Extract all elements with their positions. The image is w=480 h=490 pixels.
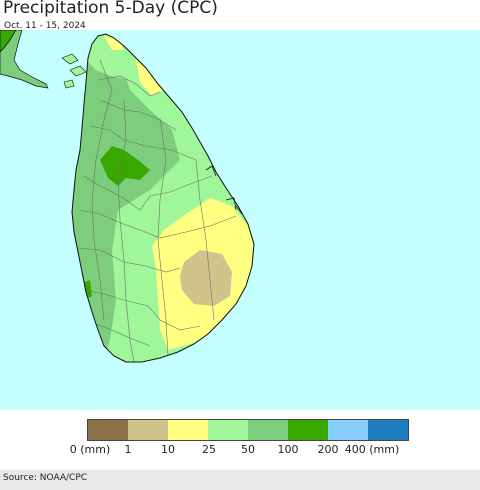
- district-boundaries: [77, 59, 237, 362]
- eastern-coast-notches: [205, 165, 243, 215]
- legend-swatch: [248, 420, 288, 440]
- legend-tick: 200: [317, 443, 339, 456]
- india-coast-land: [0, 30, 49, 89]
- map-date-range: Oct. 11 - 15, 2024: [4, 21, 86, 31]
- legend-swatch: [168, 420, 208, 440]
- legend-swatch: [328, 420, 368, 440]
- legend-tick: 10: [161, 443, 175, 456]
- legend-tick: 25: [202, 443, 216, 456]
- northern-islets: [61, 53, 87, 89]
- legend-swatch: [88, 420, 128, 440]
- source-text: Source: NOAA/CPC: [3, 473, 88, 483]
- source-bar: Source: NOAA/CPC: [0, 470, 480, 490]
- precip-legend: [87, 419, 409, 441]
- legend-tick: 100: [277, 443, 299, 456]
- map-title: Precipitation 5-Day (CPC): [3, 0, 218, 18]
- sri-lanka-coastline: [71, 33, 255, 363]
- legend-tick: 400 (mm): [344, 443, 400, 456]
- precipitation-map: [0, 30, 480, 410]
- legend-tick: 0 (mm): [69, 443, 111, 456]
- legend-swatch: [208, 420, 248, 440]
- legend-tick: 1: [124, 443, 132, 456]
- legend-tick: 50: [241, 443, 255, 456]
- legend-swatch: [288, 420, 328, 440]
- legend-swatch: [368, 420, 408, 440]
- legend-swatch: [128, 420, 168, 440]
